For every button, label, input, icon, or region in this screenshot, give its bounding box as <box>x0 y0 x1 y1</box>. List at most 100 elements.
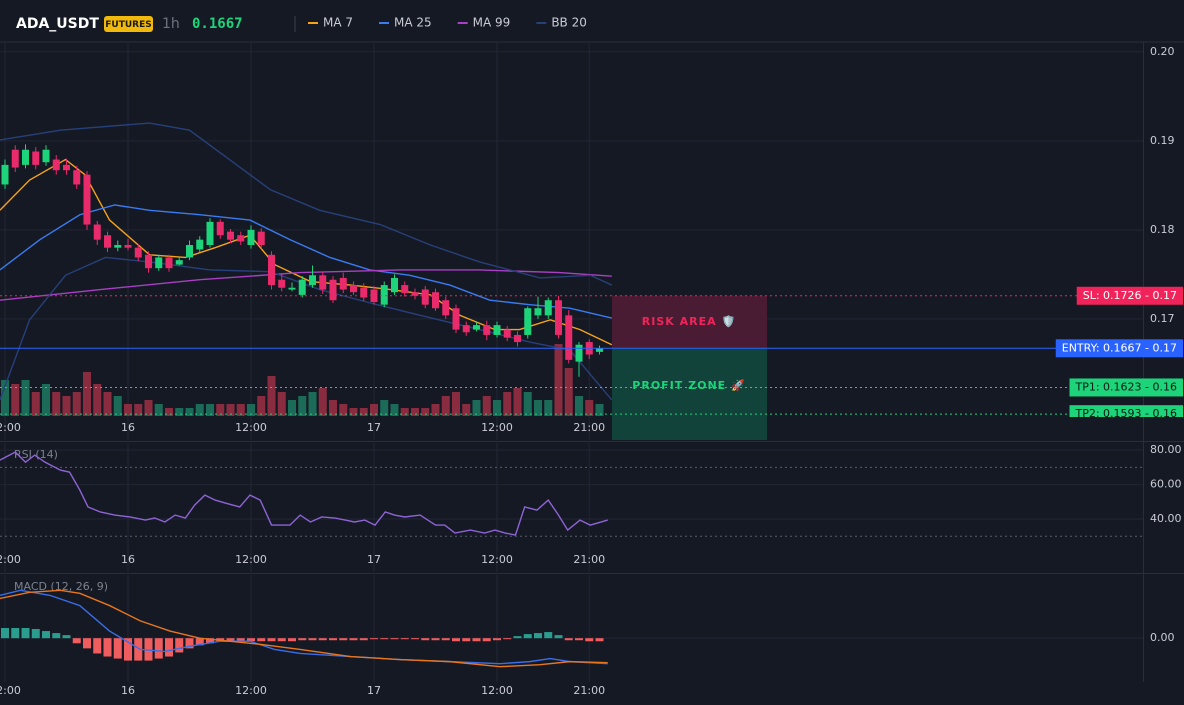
candle-body <box>462 325 470 333</box>
macd-histogram-bar <box>113 638 122 659</box>
volume-bar <box>523 392 532 416</box>
y-tick-label: 0.18 <box>1150 223 1175 236</box>
indicator-line <box>0 589 608 668</box>
volume-bar <box>113 396 122 416</box>
macd-histogram-bar <box>267 638 276 642</box>
macd-histogram-bar <box>400 638 409 640</box>
zone <box>612 348 767 440</box>
level-tag: ENTRY: 0.1667 - 0.17 <box>1062 341 1177 354</box>
macd-histogram-bar <box>21 627 30 639</box>
macd-histogram-bar <box>298 638 307 641</box>
level-tag-bg <box>1055 339 1183 358</box>
macd-histogram-bar <box>134 638 143 661</box>
volume-bar <box>31 392 40 416</box>
volume-bar <box>585 400 594 416</box>
volume-bar <box>72 392 81 416</box>
badge: FUTURES <box>105 20 151 30</box>
macd-histogram-bar <box>206 638 214 644</box>
zone-label: RISK AREA 🛡️ <box>642 315 736 328</box>
macd-histogram-bar <box>124 638 132 661</box>
candle-body <box>73 170 81 185</box>
macd-histogram-bar <box>52 633 61 639</box>
candle-body <box>350 285 357 293</box>
macd-histogram-bar <box>236 638 245 642</box>
volume-bar <box>349 408 358 416</box>
candle-body <box>360 287 368 298</box>
volume-bar <box>42 384 50 416</box>
last-price: 0.1667 <box>192 16 243 32</box>
x-tick-label: 12:00 <box>0 553 21 566</box>
candle-body <box>134 247 142 258</box>
y-tick-label: 40.00 <box>1150 512 1182 525</box>
volume-bar <box>339 404 348 416</box>
volume-bar <box>370 404 378 416</box>
macd-histogram-bar <box>554 635 563 639</box>
candle-body <box>165 257 173 269</box>
symbol: ADA_USDT <box>16 16 99 32</box>
candle-body <box>22 149 29 165</box>
candle-body <box>493 325 501 335</box>
volume-bar <box>226 404 235 416</box>
macd-histogram-bar <box>1 627 9 639</box>
pane-title: MACD (12, 26, 9) <box>14 580 108 593</box>
macd-histogram-bar <box>431 638 440 641</box>
volume-bar <box>288 400 296 416</box>
level-tag: SL: 0.1726 - 0.17 <box>1083 289 1177 302</box>
x-tick-label: 12:00 <box>0 684 21 697</box>
volume-bar <box>154 404 163 416</box>
volume-bar <box>298 396 307 416</box>
volume-bar <box>472 400 481 416</box>
macd-histogram-bar <box>318 638 327 641</box>
candle-body <box>483 325 491 335</box>
macd-histogram-bar <box>103 638 112 657</box>
macd-histogram-bar <box>513 636 522 639</box>
macd-histogram-bar <box>472 638 481 642</box>
rsi-pane: RSI (14) <box>0 443 1143 572</box>
volume-bar <box>185 408 194 416</box>
volume-bar <box>390 404 399 416</box>
macd-histogram-bar <box>585 638 594 642</box>
macd-histogram-bar <box>277 638 286 642</box>
macd-histogram-bar <box>534 633 542 639</box>
volume-bar <box>554 344 563 416</box>
candle-body <box>104 235 111 248</box>
legend-label: MA 99 <box>473 16 511 30</box>
macd-histogram-bar <box>441 638 450 641</box>
volume-bar <box>544 400 553 416</box>
x-tick-label: 12:00 <box>235 684 267 697</box>
volume-bar <box>93 384 102 416</box>
level-tag-bg <box>1069 378 1183 397</box>
level-tag: TP1: 0.1623 - 0.16 <box>1075 380 1178 393</box>
volume-bar <box>493 400 501 416</box>
candle-body <box>421 289 429 305</box>
candle-body <box>411 292 419 296</box>
candle-body <box>186 245 193 258</box>
candle-body <box>155 257 163 269</box>
macd-histogram-bar <box>308 638 317 641</box>
volume-bar <box>267 376 276 416</box>
volume-bar <box>380 400 389 416</box>
volume-bar <box>195 404 204 416</box>
volume-bar <box>165 408 173 416</box>
macd-histogram-bar <box>247 638 255 642</box>
x-tick-label: 12:00 <box>481 553 513 566</box>
legend-label: MA 7 <box>323 16 353 30</box>
candle-body <box>298 279 306 295</box>
x-tick-label: 21:00 <box>573 421 605 434</box>
macd-histogram-bar <box>339 638 348 641</box>
volume-bar <box>62 396 71 416</box>
macd-histogram-bar <box>42 631 50 639</box>
volume-bar <box>175 408 184 416</box>
candle-body <box>268 254 275 286</box>
volume-bar <box>503 392 512 416</box>
volume-bar <box>411 408 419 416</box>
macd-histogram-bar <box>411 638 419 640</box>
zone <box>612 295 767 349</box>
macd-histogram-bar <box>503 638 512 640</box>
candle-body <box>534 308 542 316</box>
macd-histogram-bar <box>288 638 296 642</box>
candle-body <box>42 149 50 163</box>
volume-bar <box>124 404 132 416</box>
macd-histogram-bar <box>359 638 368 641</box>
